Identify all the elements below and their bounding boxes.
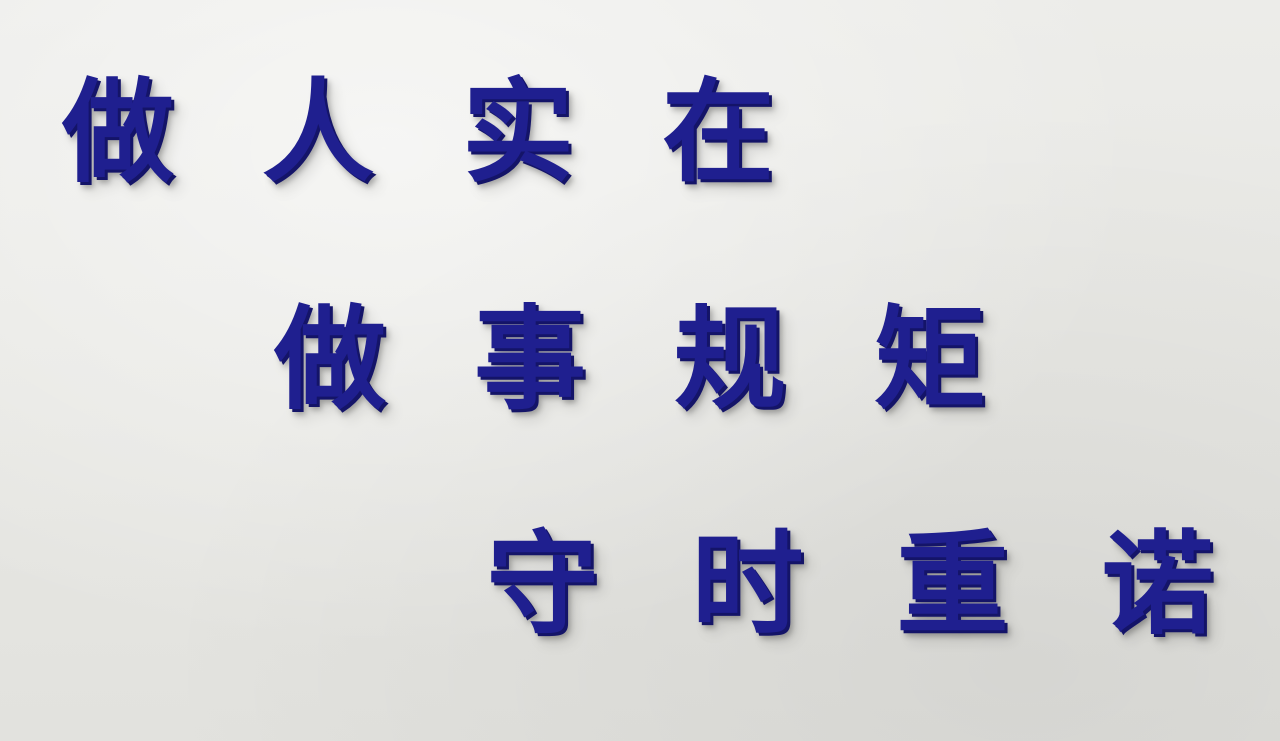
sign-character: 诺 — [1101, 520, 1214, 650]
sign-character: 事 — [474, 295, 586, 425]
sign-character: 守 — [486, 520, 599, 650]
sign-character: 时 — [691, 520, 804, 650]
sign-line-2: 做 事 规 矩 — [230, 295, 1030, 425]
sign-character: 人 — [262, 68, 374, 198]
sign-character: 重 — [896, 520, 1009, 650]
sign-character: 做 — [274, 295, 386, 425]
sign-character: 矩 — [874, 295, 986, 425]
sign-line-1: 做 人 实 在 — [18, 68, 818, 198]
sign-line-3: 守 时 重 诺 — [440, 520, 1260, 650]
sign-character: 做 — [62, 68, 174, 198]
sign-character: 规 — [674, 295, 786, 425]
sign-character: 实 — [462, 68, 574, 198]
sign-character: 在 — [662, 68, 774, 198]
